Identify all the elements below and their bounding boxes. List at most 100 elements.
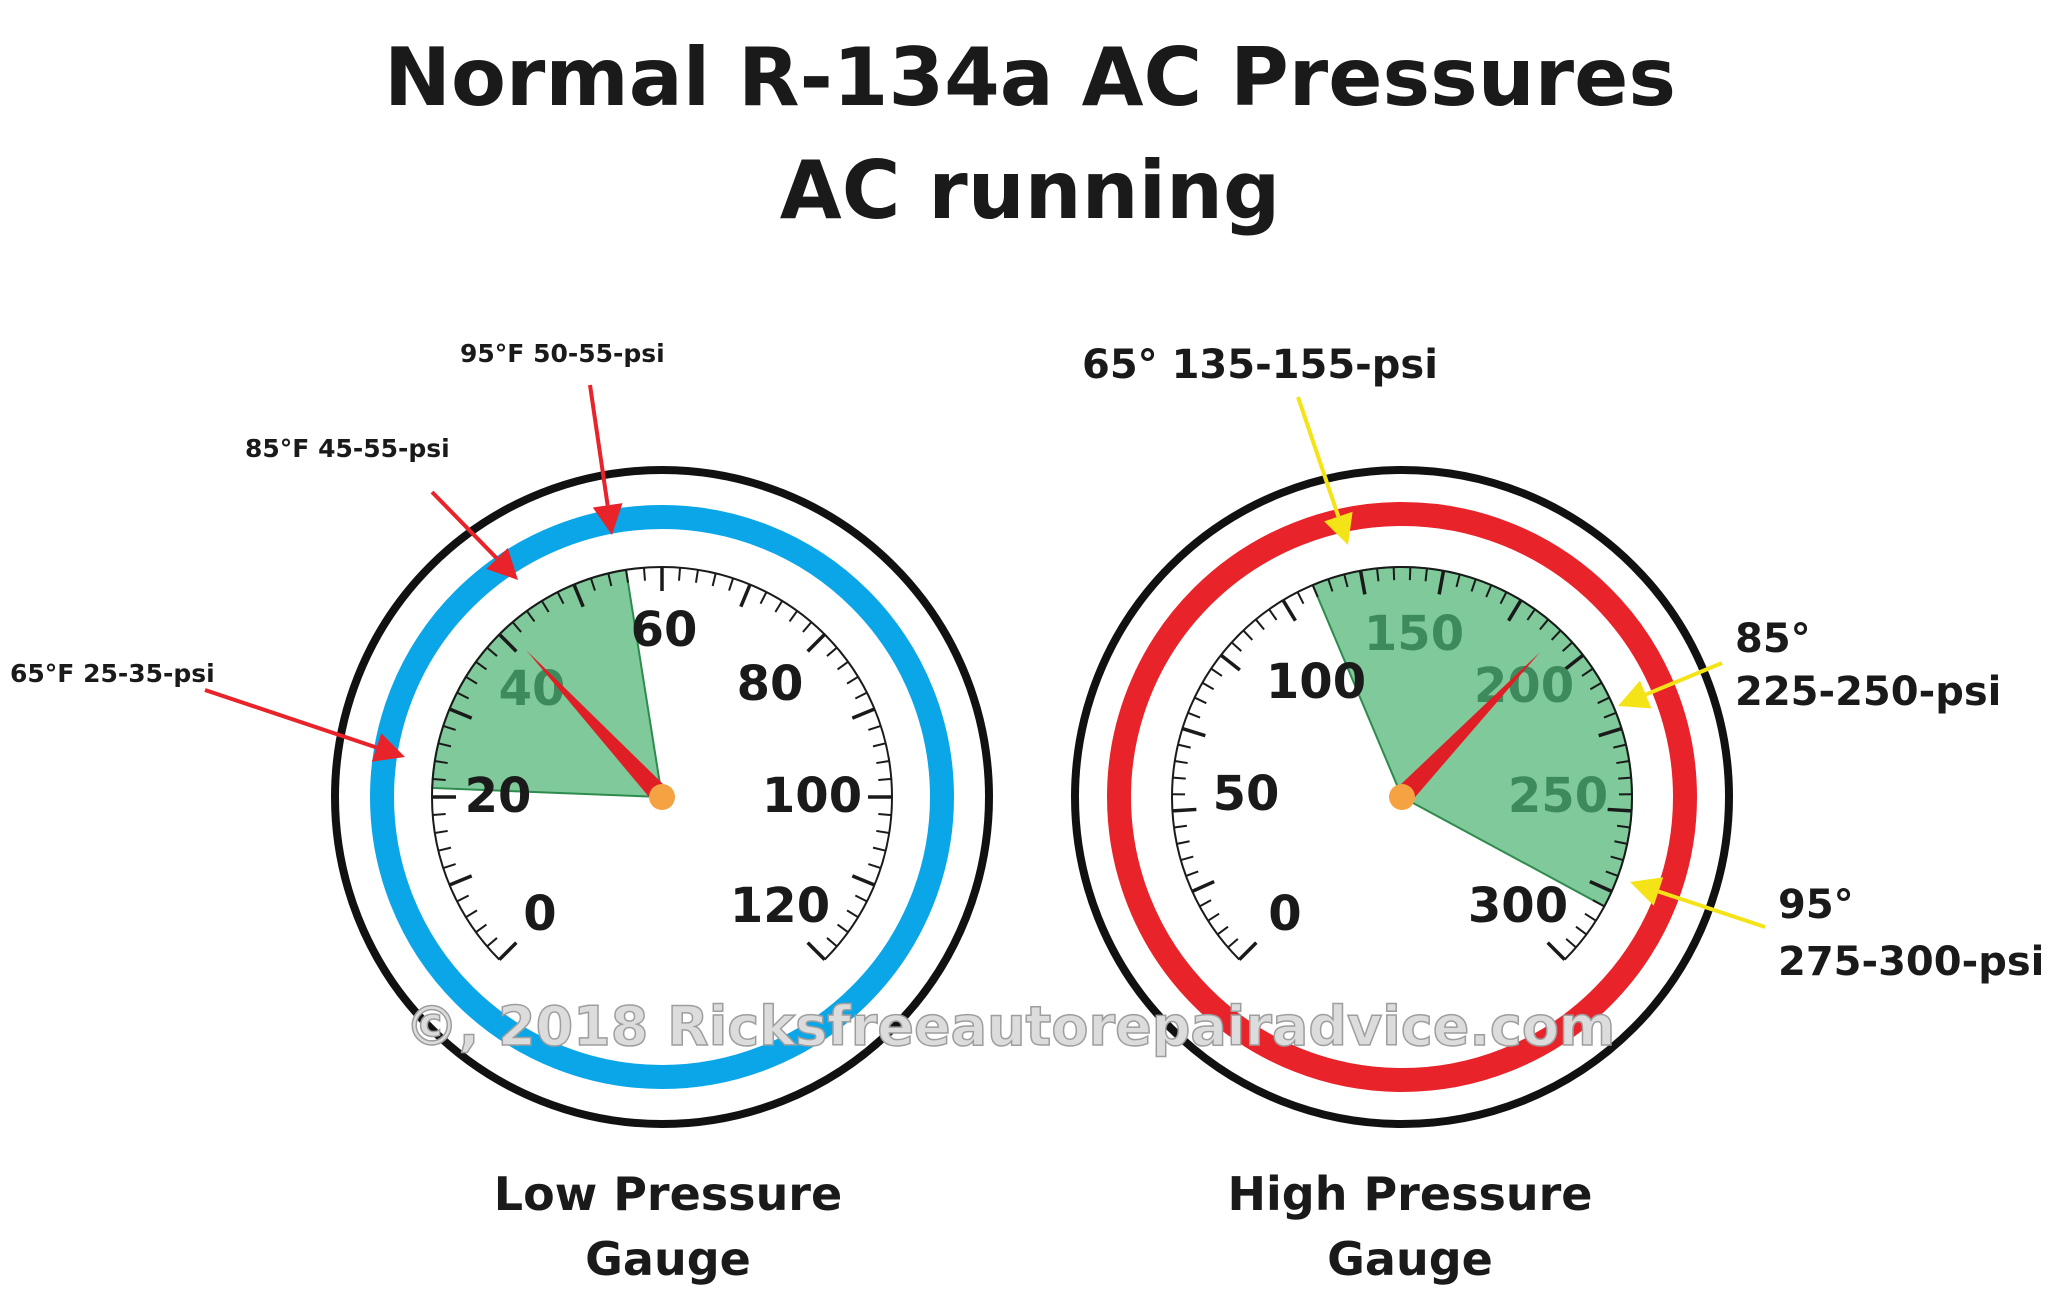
tick-mark	[498, 633, 518, 653]
tick-mark	[448, 874, 473, 887]
tick-mark	[1268, 608, 1278, 621]
low-arrow-85f-shaft	[430, 490, 499, 560]
tick-mark	[1191, 879, 1215, 893]
low-scale-label-20: 20	[465, 768, 532, 824]
tick-mark	[854, 691, 868, 700]
tick-mark	[607, 573, 613, 587]
tick-mark	[846, 909, 859, 919]
tick-mark	[438, 846, 452, 852]
tick-mark	[846, 675, 859, 685]
tick-mark	[802, 621, 813, 633]
tick-mark	[711, 573, 717, 587]
tick-mark	[774, 600, 784, 613]
high-scale-label-100: 100	[1266, 654, 1366, 710]
high-callout-85-range: 225-250-psi	[1735, 669, 2001, 715]
tick-mark	[1424, 568, 1428, 582]
tick-mark	[876, 829, 890, 834]
callout-arrows	[204, 384, 1766, 929]
tick-mark	[1616, 824, 1631, 829]
tick-mark	[806, 633, 826, 653]
low-scale-label-0: 0	[523, 886, 556, 942]
tick-mark	[432, 813, 446, 817]
tick-mark	[806, 941, 826, 961]
tick-mark	[868, 863, 882, 870]
tick-mark	[678, 567, 682, 581]
high-scale-label-300: 300	[1468, 878, 1568, 934]
tick-mark	[434, 760, 448, 765]
tick-mark	[728, 577, 735, 591]
low-scale-label-80: 80	[737, 656, 804, 712]
tick-mark	[465, 675, 478, 685]
low-scale-label-40: 40	[499, 661, 566, 717]
tick-mark	[1598, 726, 1623, 738]
tick-mark	[1194, 696, 1207, 705]
tick-mark	[1343, 574, 1349, 588]
tick-mark	[1614, 840, 1628, 845]
tick-mark	[589, 577, 596, 591]
high-scale-label-250: 250	[1508, 768, 1608, 824]
high-callout-95-range: 275-300-psi	[1778, 939, 2044, 985]
low-scale-label-100: 100	[762, 768, 862, 824]
tick-mark	[1597, 696, 1610, 705]
tick-mark	[1199, 899, 1212, 908]
low-callout-65f: 65°F 25-35-psi	[10, 659, 215, 688]
tick-mark	[1181, 726, 1206, 738]
tick-mark	[434, 829, 448, 834]
copyright-watermark: ©, 2018 Ricksfreeautorepairadvice.com	[405, 995, 1616, 1058]
high-callout-65: 65° 135-155-psi	[1082, 342, 1438, 388]
tick-mark	[498, 941, 518, 961]
high-gauge-caption: High Pressure	[1228, 1167, 1593, 1221]
tick-mark	[1589, 681, 1603, 691]
tick-mark	[1507, 599, 1523, 622]
tick-mark	[1470, 578, 1477, 592]
high-arrow-65-head	[1324, 511, 1353, 545]
tick-mark	[694, 569, 699, 583]
tick-mark	[1207, 912, 1220, 922]
tick-mark	[1499, 591, 1508, 605]
tick-mark	[1311, 584, 1319, 598]
scale-arc	[431, 566, 893, 961]
low-arrow-65f-head	[371, 733, 405, 762]
tick-mark	[1455, 574, 1461, 588]
tick-mark	[475, 923, 488, 933]
tick-mark	[1603, 711, 1617, 719]
tick-mark	[1174, 760, 1188, 765]
low-gauge-ring	[370, 505, 954, 1089]
tick-mark	[1592, 899, 1605, 908]
tick-mark	[1180, 855, 1194, 862]
high-arrow-65-shaft	[1296, 396, 1341, 518]
high-callout-85-temp: 85°	[1735, 616, 1811, 662]
tick-mark	[465, 909, 478, 919]
tick-mark	[826, 937, 838, 948]
tick-mark	[1185, 870, 1199, 877]
low-gauge-caption-2: Gauge	[585, 1232, 751, 1286]
tick-mark	[872, 742, 886, 748]
high-gauge-caption-2: Gauge	[1327, 1232, 1493, 1286]
tick-mark	[1172, 776, 1186, 780]
page-subtitle: AC running	[780, 144, 1280, 237]
tick-mark	[1562, 641, 1573, 652]
tick-mark	[486, 646, 498, 657]
tick-mark	[1219, 653, 1241, 672]
tick-mark	[432, 777, 446, 781]
tick-mark	[1210, 667, 1223, 677]
high-scale-label-0: 0	[1268, 886, 1301, 942]
tick-mark	[1550, 629, 1562, 641]
tick-mark	[572, 583, 585, 608]
high-gauge-ticks	[1171, 565, 1633, 961]
tick-mark	[511, 621, 522, 633]
tick-mark	[1437, 570, 1446, 595]
low-gauge-caption: Low Pressure	[494, 1167, 842, 1221]
tick-mark	[1485, 584, 1493, 598]
high-callout-95-temp: 95°	[1778, 882, 1854, 928]
tick-mark	[854, 894, 868, 903]
tick-mark	[526, 610, 536, 623]
tick-mark	[826, 646, 838, 657]
tick-mark	[1610, 855, 1624, 862]
tick-mark	[1613, 743, 1627, 749]
tick-mark	[1563, 653, 1585, 672]
tick-mark	[438, 742, 452, 748]
tick-mark	[1216, 925, 1229, 936]
low-arrow-65f-shaft	[204, 688, 378, 750]
tick-mark	[456, 894, 470, 903]
